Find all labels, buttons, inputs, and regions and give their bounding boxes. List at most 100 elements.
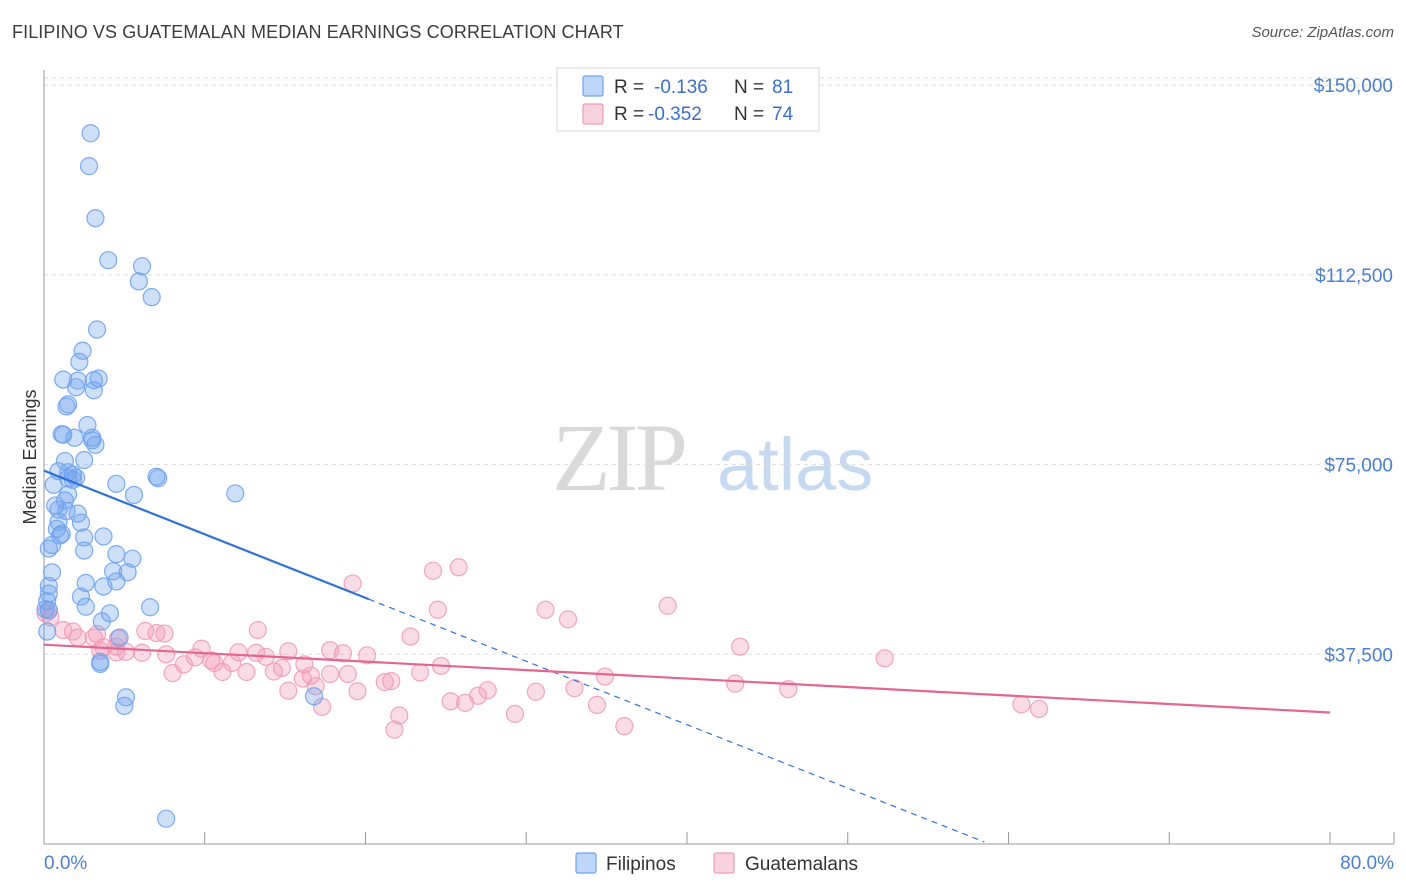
legend-n-value: 81 [772,77,793,98]
guatemalan-point [63,622,83,641]
guatemalan-point [202,651,221,670]
filipino-point [50,526,70,545]
filipino-point [57,397,76,416]
guatemalan-point [441,692,460,711]
series-legend-swatch-guatemalans [713,852,735,874]
filipino-point [107,474,126,493]
guatemalan-point [382,672,401,691]
filipino-point [71,587,91,606]
filipino-point [71,513,91,532]
filipino-point [73,341,92,360]
legend-swatch-guatemalans [582,103,604,125]
guatemalan-point [54,620,73,640]
filipino-point [42,563,62,582]
filipino-point [39,576,58,596]
guatemalan-point [565,679,584,698]
filipino-point [91,654,110,674]
guatemalan-point [1029,699,1049,719]
filipino-point [55,451,74,471]
chart-title: FILIPINO VS GUATEMALAN MEDIAN EARNINGS C… [12,22,624,42]
guatemalan-point [726,674,745,693]
guatemalan-point [385,720,404,739]
filipino-point [87,320,107,339]
watermark-zip: ZIP [552,404,685,511]
guatemalan-point [174,655,193,674]
guatemalan-point [279,642,298,661]
guatemalan-point [248,620,267,640]
filipino-point [75,450,94,470]
guatemalan-point [411,663,430,682]
filipino-point [54,425,73,444]
x-tick-marks [43,832,1395,844]
series-legend-swatch-filipinos [575,852,597,874]
guatemalan-point [587,695,607,714]
guatemalan-point [333,644,353,663]
guatemalan-point [526,682,545,701]
filipino-point [140,598,160,617]
x-tick-label-max: 80.0% [1340,853,1394,874]
filipino-trend-line [43,469,370,601]
guatemalan-point [428,600,447,619]
filipino-point [89,369,108,388]
filipino-points [36,124,324,828]
filipino-point [104,562,123,581]
filipino-point [75,541,94,560]
stats-legend: R = -0.136 N = 81 R = -0.352 N = 74 [556,67,820,132]
filipino-point [38,622,57,641]
guatemalan-point [237,662,256,682]
filipino-point [107,545,126,564]
filipino-point [123,549,142,568]
y-tick-label: $75,000 [1324,456,1393,477]
legend-n-label: N = [734,77,764,98]
guatemalan-point [338,664,357,684]
filipino-point [92,612,111,631]
guatemalan-point [136,621,155,641]
filipino-point [68,371,87,390]
filipino-point [79,157,99,176]
guatemalan-point [875,649,894,668]
trend-lines [43,469,1331,843]
filipino-point [132,257,152,276]
filipino-point [70,352,89,371]
series-legend-label-guatemalans: Guatemalans [745,854,858,875]
filipino-point [226,484,245,503]
y-axis-title: Median Earnings [20,389,40,524]
filipino-point [65,428,84,447]
y-tick-label: $150,000 [1314,76,1393,97]
guatemalan-point [730,637,750,656]
filipino-point [86,209,105,228]
filipino-point [83,428,102,447]
legend-n-label: N = [734,104,764,125]
legend-swatch-filipinos [582,75,604,97]
filipino-point [304,687,324,706]
guatemalan-point [358,646,377,665]
guatemalan-point [1012,695,1031,714]
guatemalan-point [558,610,578,629]
guatemalan-point [295,655,314,674]
filipino-point [67,378,86,397]
y-tick-label: $112,500 [1315,266,1393,287]
filipino-point [142,288,161,307]
gridlines [44,77,1394,655]
filipino-point [39,539,58,558]
guatemalan-point [348,682,367,701]
filipino-point [39,601,58,620]
guatemalan-point [505,704,525,724]
legend-r-label: R = [614,77,644,98]
guatemalan-point [615,717,634,736]
guatemalan-point [478,681,497,700]
series-legend: Filipinos Guatemalans [575,852,858,875]
guatemalan-point [132,643,152,662]
filipino-trend-extension [368,598,985,843]
filipino-point [76,597,95,616]
guatemalan-point [157,645,176,664]
source-label: Source: ZipAtlas.com [1251,24,1394,41]
legend-r-value: -0.136 [654,77,708,98]
filipino-point [84,381,103,400]
y-tick-label: $37,500 [1324,645,1393,666]
guatemalan-point [155,624,174,643]
guatemalan-trend-line [43,643,1331,714]
guatemalan-point [68,628,87,647]
guatemalan-point [536,600,555,619]
guatemalan-point [468,686,488,705]
